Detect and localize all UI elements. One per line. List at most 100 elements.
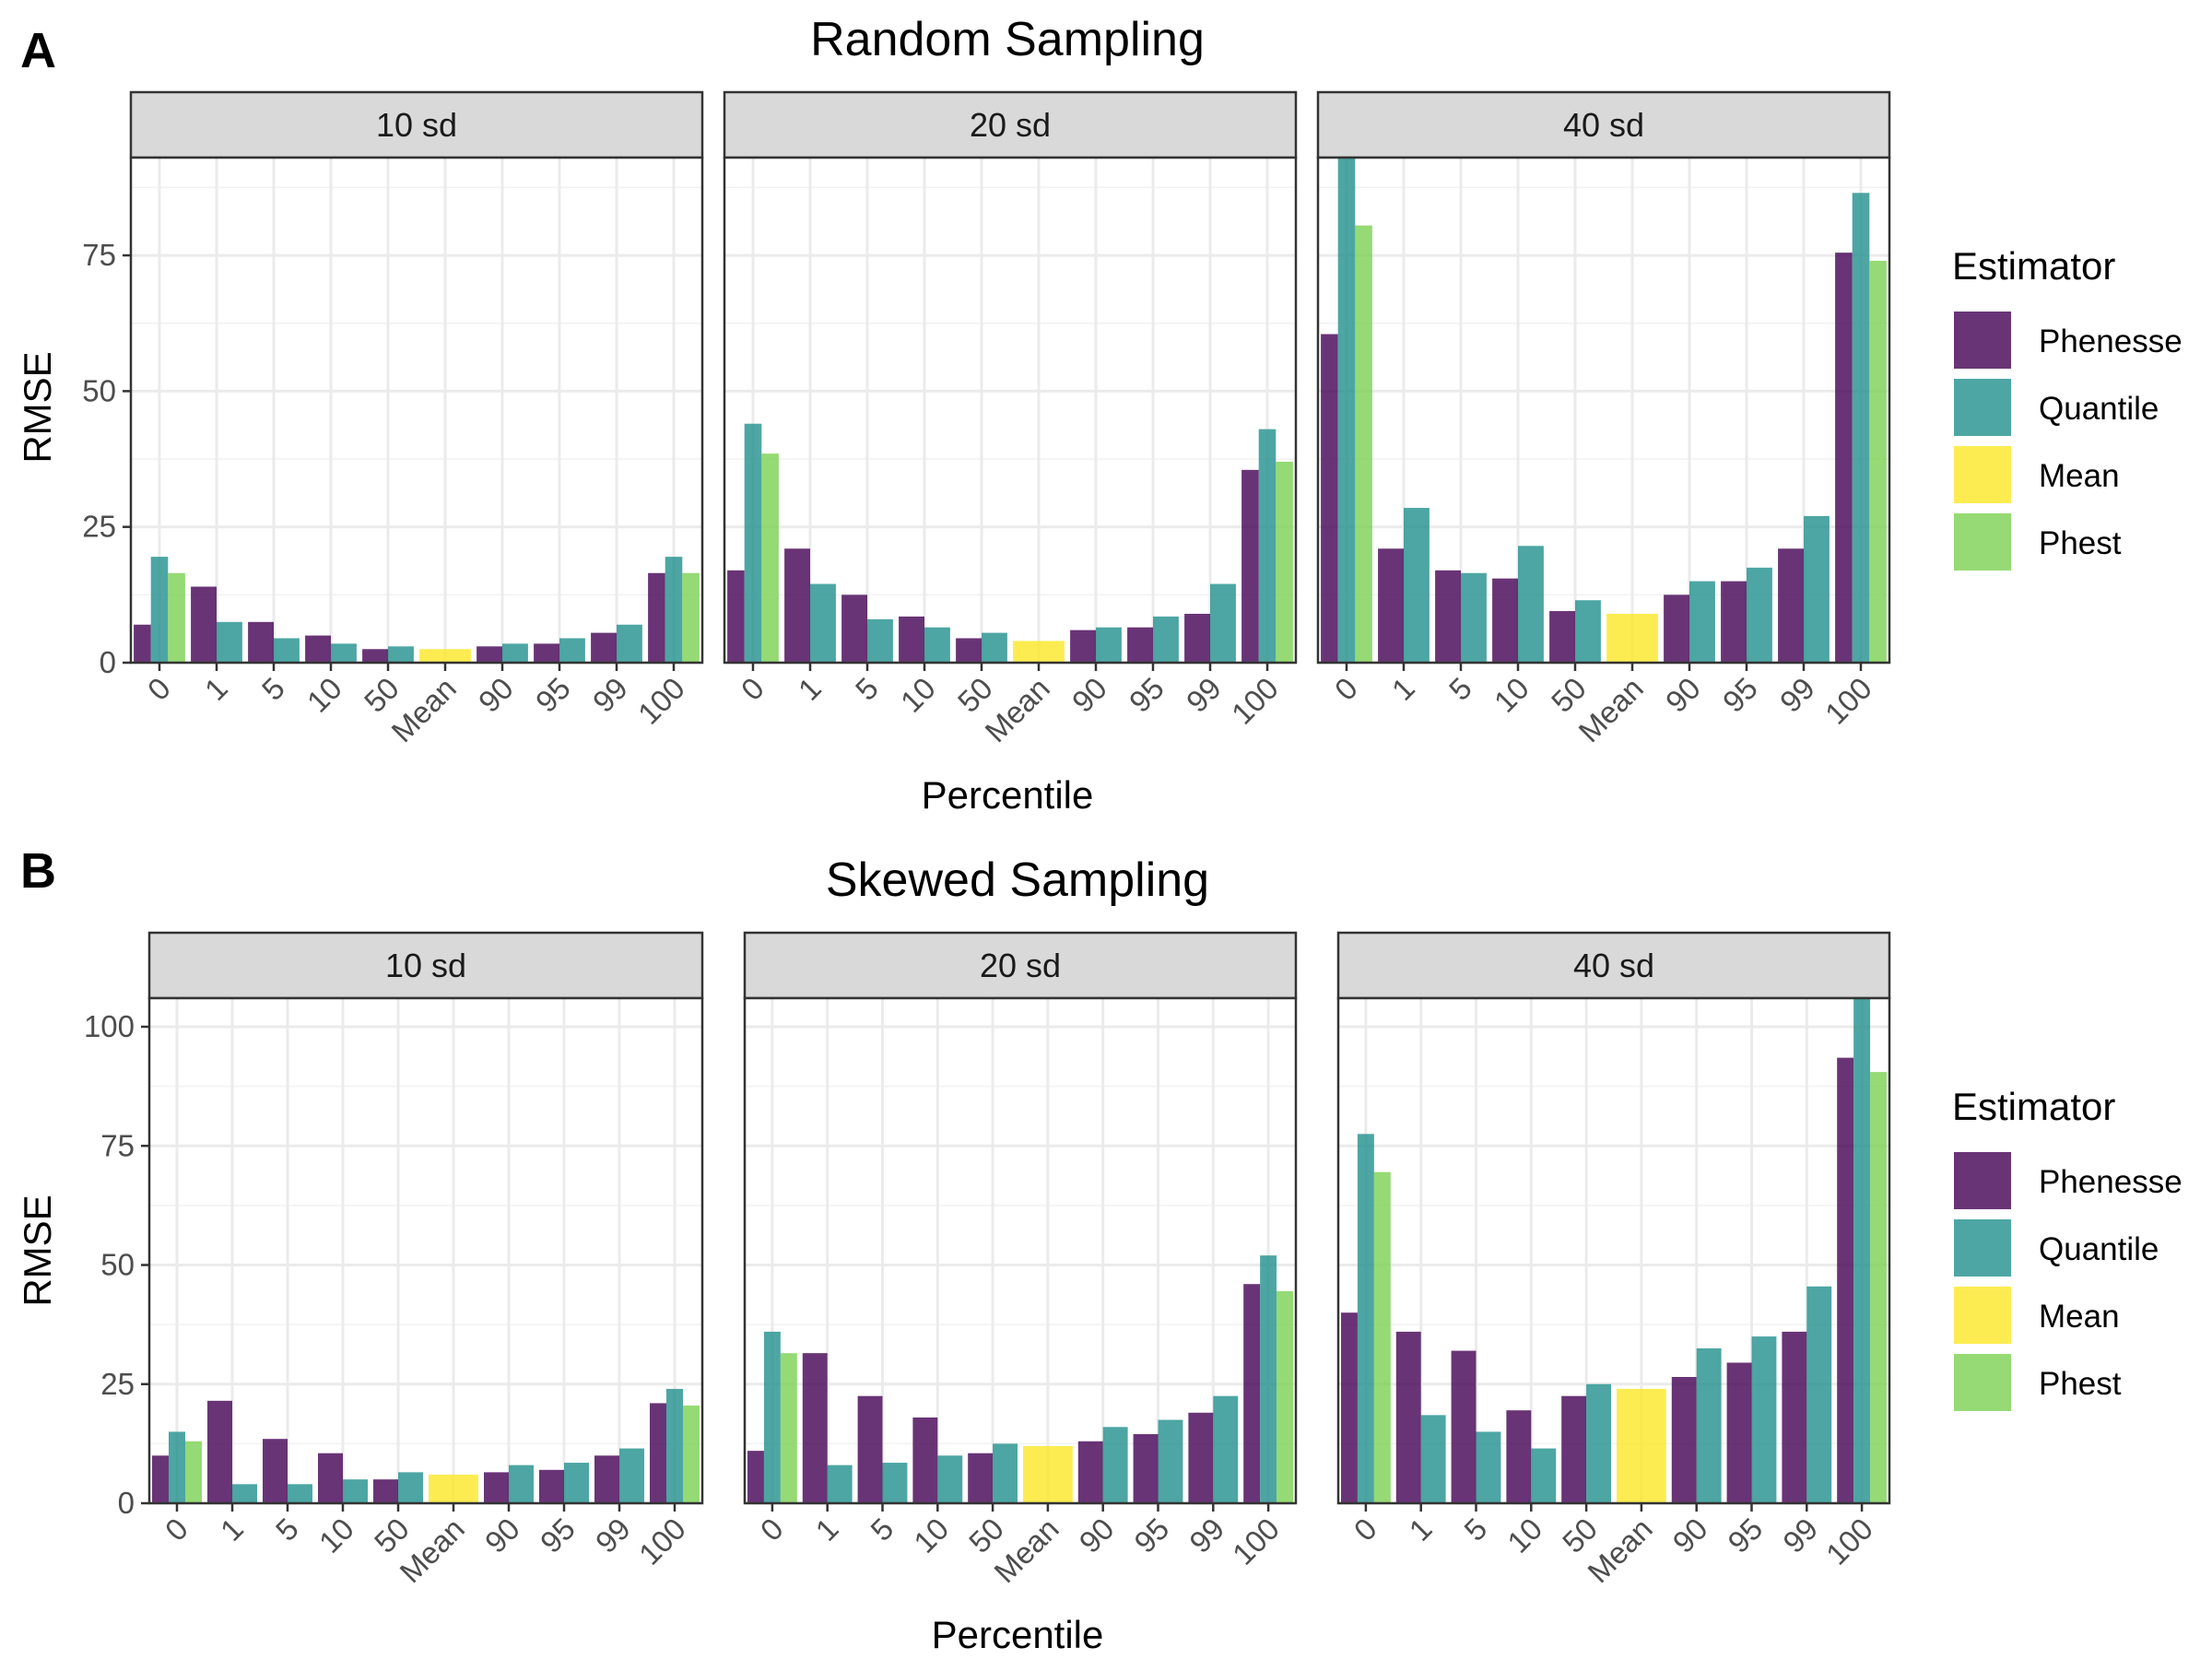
bar-quantile-1 (1420, 1415, 1446, 1503)
bar-quantile-90 (1102, 1427, 1128, 1503)
bar-phenesse-5 (841, 594, 867, 663)
bar-phenesse-90 (1077, 1441, 1103, 1503)
chart-title-a: Random Sampling (810, 13, 1205, 66)
bar-quantile-95 (1747, 567, 1772, 663)
bar-phenesse-50 (1561, 1395, 1587, 1503)
panel-background (131, 158, 702, 663)
bar-quantile-99 (1806, 1286, 1832, 1503)
bar-quantile-50 (398, 1472, 423, 1503)
bar-quantile-95 (1153, 616, 1179, 663)
panel-letter-a: A (20, 23, 56, 78)
bar-phenesse-1 (784, 548, 810, 663)
bar-quantile-100 (1853, 998, 1871, 1503)
legend-label-mean-a: Mean (2039, 458, 2120, 494)
bar-phest-100 (1869, 260, 1887, 663)
facet-strip-label: 20 sd (970, 106, 1051, 144)
bar-phest-100 (683, 1406, 700, 1503)
bar-phest-100 (682, 572, 700, 663)
bar-quantile-50 (1575, 600, 1601, 663)
bar-phenesse-0 (152, 1455, 169, 1503)
bar-phenesse-95 (1721, 581, 1747, 663)
panel-border (723, 156, 1298, 665)
bar-quantile-0 (763, 1331, 781, 1503)
panel-border (1316, 156, 1891, 665)
bar-quantile-90 (1689, 581, 1715, 663)
bar-quantile-1 (827, 1465, 853, 1503)
legend-label-phenesse-a: Phenesse (2039, 324, 2183, 359)
bar-phenesse-10 (899, 616, 924, 663)
x-axis-title-a: Percentile (922, 773, 1094, 817)
bar-phenesse-1 (1378, 548, 1404, 663)
bar-quantile-99 (617, 624, 642, 663)
facet-strip-label: 10 sd (385, 947, 466, 984)
legend-label-quantile-a: Quantile (2039, 391, 2159, 427)
y-tick-label: 25 (100, 1367, 135, 1401)
legend-title-a: Estimator (1952, 244, 2115, 288)
bar-phest-100 (1277, 1290, 1294, 1503)
bar-phest-0 (185, 1441, 202, 1503)
legend-label-phest-a: Phest (2039, 525, 2122, 561)
bar-mean-mean (1022, 1445, 1073, 1503)
bar-phenesse-99 (1188, 1412, 1214, 1503)
bar-quantile-50 (982, 632, 1007, 663)
facet-strip (1336, 931, 1891, 1000)
bar-phenesse-99 (591, 632, 617, 663)
legend-label-phest-b: Phest (2039, 1366, 2122, 1402)
legend-key-phest-b (1954, 1354, 2011, 1411)
bar-mean-mean (1616, 1388, 1666, 1503)
bar-mean-mean (1606, 613, 1658, 663)
bar-phenesse-100 (1837, 1057, 1854, 1503)
bar-quantile-1 (232, 1484, 257, 1503)
legend-key-phest-a (1954, 513, 2011, 571)
facet-strip-label: 20 sd (980, 947, 1061, 984)
bar-quantile-99 (1804, 515, 1830, 663)
bar-phenesse-95 (1133, 1434, 1159, 1503)
facet-strip (743, 931, 1298, 1000)
bar-phenesse-50 (968, 1453, 994, 1503)
bar-phenesse-95 (539, 1469, 564, 1503)
bar-phest-0 (1373, 1171, 1391, 1503)
bar-quantile-1 (810, 583, 836, 663)
bar-phenesse-0 (747, 1451, 764, 1503)
bar-quantile-99 (619, 1448, 644, 1503)
y-tick-label: 100 (84, 1009, 135, 1043)
legend-key-phenesse-b (1954, 1152, 2011, 1209)
bar-phenesse-0 (727, 570, 745, 663)
bar-phest-0 (1355, 225, 1372, 663)
bar-quantile-10 (937, 1455, 963, 1503)
panel-border (129, 156, 704, 665)
legend-label-quantile-b: Quantile (2039, 1231, 2159, 1267)
bar-phest-100 (1276, 461, 1293, 663)
bar-quantile-5 (867, 618, 893, 663)
bar-phenesse-50 (362, 649, 388, 663)
bar-phenesse-100 (1835, 253, 1853, 663)
bar-quantile-90 (509, 1465, 534, 1503)
bar-phenesse-1 (191, 586, 217, 663)
chart-title-b: Skewed Sampling (826, 853, 1209, 907)
x-axis-title-b: Percentile (932, 1613, 1104, 1656)
panel-background (149, 998, 702, 1503)
bar-quantile-100 (1260, 1255, 1277, 1503)
bar-quantile-90 (1696, 1347, 1722, 1503)
panel-border (743, 996, 1298, 1505)
legend-key-quantile-b (1954, 1219, 2011, 1277)
y-axis-title-b: RMSE (16, 1194, 59, 1306)
bar-quantile-90 (1096, 627, 1122, 663)
bar-quantile-10 (343, 1479, 368, 1503)
bar-phenesse-5 (263, 1439, 288, 1503)
bar-phenesse-90 (1671, 1377, 1697, 1503)
bar-phenesse-5 (248, 621, 274, 663)
bar-phenesse-10 (1492, 578, 1518, 663)
bar-quantile-1 (217, 621, 242, 663)
bar-phest-0 (761, 453, 779, 663)
bar-phenesse-1 (1395, 1331, 1421, 1503)
bar-quantile-1 (1404, 508, 1430, 663)
legend-b: Estimator Phenesse Quantile Mean Phest (1952, 1085, 2183, 1411)
bar-phenesse-50 (956, 638, 982, 663)
bar-quantile-50 (1586, 1383, 1612, 1503)
panel-background (724, 158, 1296, 663)
